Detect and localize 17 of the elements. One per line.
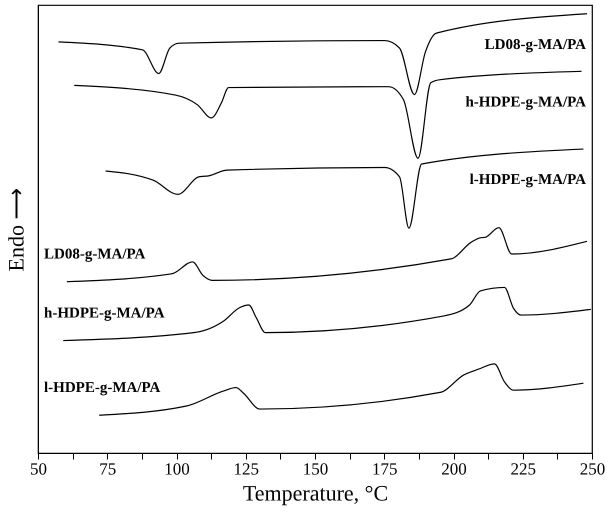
x-tick-label: 250: [580, 460, 606, 478]
series-label: h-HDPE-g-MA/PA: [465, 94, 586, 110]
x-axis-title: Temperature, °C: [242, 480, 388, 506]
series-label: h-HDPE-g-MA/PA: [44, 306, 165, 322]
x-tick-label: 125: [234, 460, 259, 478]
series-label: l-HDPE-g-MA/PA: [44, 380, 161, 396]
series-label: LD08-g-MA/PA: [44, 246, 146, 263]
series-label: l-HDPE-g-MA/PA: [470, 172, 586, 188]
series-label: LD08-g-MA/PA: [484, 36, 586, 53]
x-tick-label: 225: [510, 460, 536, 478]
x-tick-label: 100: [164, 460, 190, 478]
x-tick-label: 50: [30, 460, 47, 478]
x-tick-label: 175: [372, 460, 398, 478]
y-axis-title: Endo ⟶: [4, 188, 28, 272]
x-tick-label: 150: [302, 460, 328, 478]
x-tick-label: 200: [441, 460, 467, 478]
x-tick-label: 75: [99, 460, 116, 478]
